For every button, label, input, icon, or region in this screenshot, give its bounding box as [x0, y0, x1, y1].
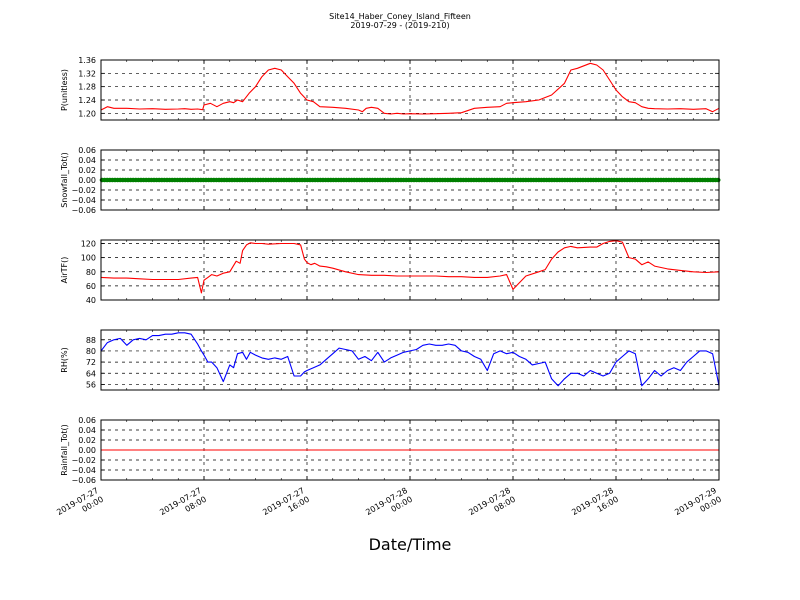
figure-subtitle: 2019-07-29 - (2019-210)	[350, 21, 449, 30]
axes-frame	[100, 59, 720, 121]
y-tick-label: 120	[81, 240, 96, 249]
y-tick-label: 1.32	[78, 69, 96, 78]
y-tick-label: −0.06	[71, 206, 96, 215]
y-tick-label: −0.02	[71, 186, 96, 195]
y-tick-label: −0.04	[71, 466, 96, 475]
y-tick-label: −0.04	[71, 196, 96, 205]
series-marker	[715, 177, 721, 183]
y-tick-label: 0.04	[78, 426, 96, 435]
series-line	[100, 240, 720, 294]
x-tick-label: 2019-07-2700:00	[55, 486, 105, 526]
y-tick-label: 80	[86, 268, 96, 277]
subplot-4: 56 64 72 80 88 RH(%)	[60, 329, 720, 391]
x-tick-label: 2019-07-2808:00	[467, 486, 517, 526]
y-tick-label: 0.00	[78, 446, 96, 455]
axes-frame	[100, 329, 720, 391]
y-tick-label: 1.28	[78, 83, 96, 92]
subplot-5: −0.06−0.04−0.020.000.020.040.06 Rainfall_…	[60, 416, 720, 485]
y-tick-label: 1.24	[78, 96, 96, 105]
y-axis-label: AirTF()	[60, 257, 69, 284]
y-tick-label: 0.06	[78, 416, 96, 425]
y-axis-label: Rainfall_Tot()	[60, 424, 69, 476]
x-tick-label: 2019-07-2900:00	[673, 486, 723, 526]
y-tick-label: 72	[86, 358, 96, 367]
y-tick-label: 60	[86, 282, 96, 291]
x-tick-label: 2019-07-2816:00	[570, 486, 620, 526]
y-axis-label: Snowfall_Tot()	[60, 152, 69, 208]
x-tick-label: 2019-07-2716:00	[261, 486, 311, 526]
y-tick-label: 0.04	[78, 156, 96, 165]
axes-frame	[100, 419, 720, 481]
x-tick-label: 2019-07-2800:00	[364, 486, 414, 526]
y-tick-label: 80	[86, 347, 96, 356]
series-line	[100, 62, 720, 115]
y-tick-label: 0.02	[78, 436, 96, 445]
y-tick-label: 56	[86, 380, 96, 389]
subplot-1: 1.20 1.24 1.28 1.32 1.36 P(unitless)	[60, 56, 720, 121]
y-tick-label: −0.06	[71, 476, 96, 485]
subplot-3: 40 60 80 100 120 AirTF()	[60, 239, 720, 305]
y-axis-label: P(unitless)	[60, 69, 69, 111]
x-tick-labels: 2019-07-2700:00 2019-07-2708:00 2019-07-27…	[55, 486, 723, 526]
axes-frame	[100, 239, 720, 301]
x-axis-label: Date/Time	[369, 535, 452, 554]
axes-frame	[100, 149, 720, 211]
y-axis-label: RH(%)	[60, 347, 69, 372]
subplot-2: −0.06−0.04−0.020.000.020.040.06 Snowfall_…	[60, 146, 721, 215]
y-tick-label: 88	[86, 336, 96, 345]
series-line	[100, 332, 720, 387]
y-tick-label: −0.02	[71, 456, 96, 465]
subplots: 1.201.241.281.321.36P(unitless)−0.06−0.0…	[60, 56, 721, 485]
y-tick-label: 64	[86, 369, 96, 378]
series-markers	[99, 177, 721, 183]
x-tick-label: 2019-07-2708:00	[158, 486, 208, 526]
y-tick-label: 40	[86, 296, 96, 305]
y-tick-label: 0.00	[78, 176, 96, 185]
figure-title: Site14_Haber_Coney_Island_Fifteen	[329, 12, 471, 21]
y-tick-label: 0.06	[78, 146, 96, 155]
y-tick-label: 1.20	[78, 109, 96, 118]
y-tick-label: 100	[81, 254, 96, 263]
y-tick-label: 0.02	[78, 166, 96, 175]
y-tick-label: 1.36	[78, 56, 96, 65]
